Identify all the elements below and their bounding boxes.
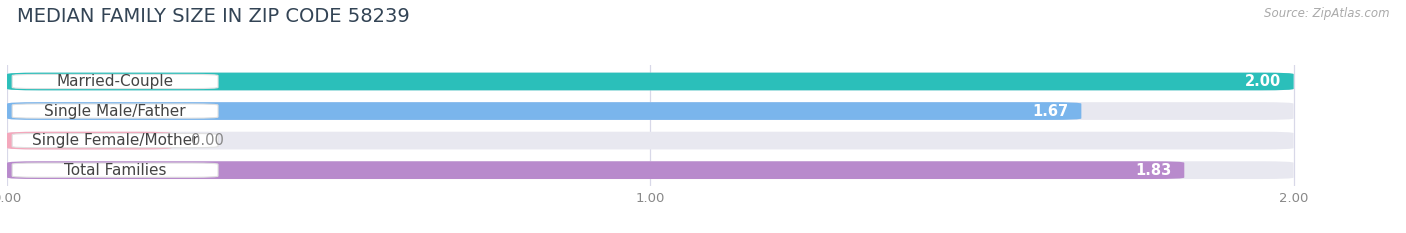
Text: 1.67: 1.67 xyxy=(1032,103,1069,119)
FancyBboxPatch shape xyxy=(7,73,1294,90)
FancyBboxPatch shape xyxy=(7,102,1081,120)
Text: MEDIAN FAMILY SIZE IN ZIP CODE 58239: MEDIAN FAMILY SIZE IN ZIP CODE 58239 xyxy=(17,7,409,26)
FancyBboxPatch shape xyxy=(7,73,1294,90)
Text: 2.00: 2.00 xyxy=(1244,74,1281,89)
FancyBboxPatch shape xyxy=(13,134,218,148)
FancyBboxPatch shape xyxy=(7,102,1294,120)
Text: Married-Couple: Married-Couple xyxy=(56,74,174,89)
FancyBboxPatch shape xyxy=(13,74,218,89)
FancyBboxPatch shape xyxy=(7,132,1294,149)
Text: 1.83: 1.83 xyxy=(1135,163,1171,178)
FancyBboxPatch shape xyxy=(7,161,1184,179)
FancyBboxPatch shape xyxy=(7,161,1294,179)
FancyBboxPatch shape xyxy=(13,163,218,177)
Text: 0.00: 0.00 xyxy=(191,133,224,148)
Text: Single Female/Mother: Single Female/Mother xyxy=(32,133,198,148)
Text: Source: ZipAtlas.com: Source: ZipAtlas.com xyxy=(1264,7,1389,20)
FancyBboxPatch shape xyxy=(13,104,218,118)
Text: Total Families: Total Families xyxy=(63,163,166,178)
Text: Single Male/Father: Single Male/Father xyxy=(45,103,186,119)
FancyBboxPatch shape xyxy=(7,132,172,149)
